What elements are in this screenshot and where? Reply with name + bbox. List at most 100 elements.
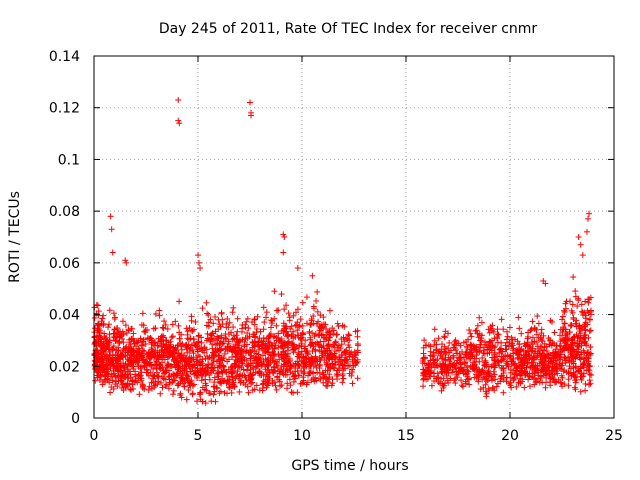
scatter-point <box>474 322 481 329</box>
scatter-point <box>326 307 333 314</box>
scatter-point <box>534 313 541 320</box>
scatter-point <box>167 343 174 350</box>
x-tick-label: 5 <box>194 428 203 444</box>
scatter-point <box>159 324 166 331</box>
scatter-point <box>587 327 594 334</box>
scatter-point <box>483 378 490 385</box>
scatter-point <box>110 310 117 317</box>
scatter-point <box>128 325 135 332</box>
scatter-point <box>158 379 165 386</box>
scatter-point <box>342 348 349 355</box>
scatter-point <box>117 362 124 369</box>
scatter-point <box>245 325 252 332</box>
scatter-point <box>210 391 217 398</box>
scatter-point <box>160 325 167 332</box>
scatter-point <box>92 377 99 384</box>
scatter-point <box>162 383 169 390</box>
scatter-point <box>177 390 184 397</box>
y-tick-label: 0.02 <box>49 359 80 375</box>
scatter-point <box>152 361 159 368</box>
scatter-point <box>572 288 579 295</box>
scatter-point <box>573 317 580 324</box>
y-tick-label: 0.1 <box>58 152 80 168</box>
scatter-point <box>168 334 175 341</box>
scatter-point <box>113 378 120 385</box>
scatter-point <box>500 326 507 333</box>
scatter-point <box>153 356 160 363</box>
scatter-point <box>163 346 170 353</box>
scatter-point <box>190 381 197 388</box>
scatter-point <box>586 371 593 378</box>
scatter-point <box>579 252 586 259</box>
scatter-point <box>104 373 111 380</box>
scatter-point <box>156 307 163 314</box>
scatter-point <box>119 328 126 335</box>
scatter-point <box>156 312 163 319</box>
scatter-point <box>103 362 110 369</box>
scatter-point <box>114 360 121 367</box>
scatter-point <box>125 361 132 368</box>
scatter-point <box>441 333 448 340</box>
scatter-point <box>498 316 505 323</box>
scatter-point <box>128 348 135 355</box>
scatter-point <box>94 374 101 381</box>
scatter-point <box>110 334 117 341</box>
scatter-point <box>117 367 124 374</box>
scatter-point <box>271 288 278 295</box>
scatter-point <box>169 321 176 328</box>
scatter-point <box>577 373 584 380</box>
scatter-point <box>575 234 582 240</box>
scatter-point <box>446 339 453 346</box>
scatter-point <box>208 398 215 405</box>
scatter-point <box>230 304 237 311</box>
scatter-point <box>569 301 576 308</box>
scatter-point <box>149 348 156 355</box>
scatter-point <box>129 381 136 388</box>
scatter-point <box>141 362 148 369</box>
scatter-point <box>204 310 211 317</box>
scatter-point <box>128 336 135 343</box>
scatter-point <box>280 249 287 256</box>
scatter-point <box>134 347 141 354</box>
scatter-point <box>294 389 301 396</box>
scatter-point <box>586 377 593 384</box>
scatter-point <box>518 330 525 337</box>
scatter-point <box>106 321 113 328</box>
scatter-point <box>145 349 152 356</box>
scatter-point <box>145 372 152 379</box>
scatter-point <box>198 345 205 352</box>
scatter-point <box>161 318 168 325</box>
scatter-point <box>133 343 140 350</box>
scatter-point <box>157 390 164 397</box>
scatter-point <box>267 324 274 331</box>
scatter-point <box>98 318 105 325</box>
scatter-point <box>96 353 103 360</box>
scatter-point <box>502 342 509 349</box>
scatter-point <box>288 323 295 330</box>
scatter-point <box>585 381 592 388</box>
scatter-point <box>97 371 104 378</box>
scatter-point <box>494 326 501 333</box>
scatter-point <box>176 335 183 342</box>
scatter-point <box>152 310 159 317</box>
scatter-point <box>151 342 158 349</box>
scatter-point <box>218 309 225 316</box>
scatter-point <box>99 359 106 366</box>
scatter-point <box>326 334 333 341</box>
scatter-point <box>112 337 119 344</box>
scatter-point <box>157 354 164 361</box>
scatter-point <box>582 387 589 394</box>
scatter-point <box>152 325 159 332</box>
scatter-point <box>104 376 111 383</box>
scatter-point <box>583 315 590 322</box>
scatter-point <box>529 318 536 325</box>
scatter-point <box>438 341 445 348</box>
scatter-point <box>577 388 584 395</box>
scatter-point <box>568 322 575 329</box>
scatter-point <box>114 325 121 332</box>
scatter-point <box>95 321 102 328</box>
scatter-point <box>202 399 209 406</box>
scatter-point <box>106 307 113 314</box>
scatter-point <box>145 387 152 394</box>
scatter-point <box>91 314 98 321</box>
